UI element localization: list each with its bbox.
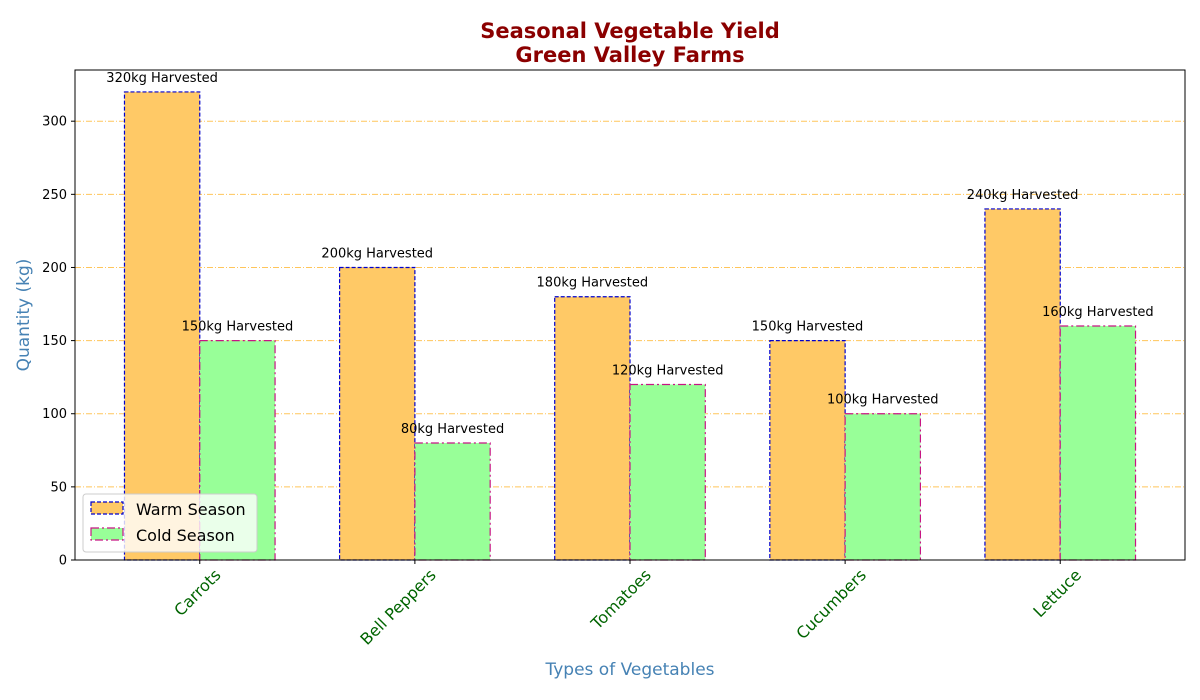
x-tick-label: Bell Peppers bbox=[356, 565, 439, 648]
x-axis: Carrots Bell Peppers Tomatoes Cucumbers Lett… bbox=[170, 560, 1085, 649]
x-tick-label: Lettuce bbox=[1029, 565, 1085, 621]
legend: Warm Season Cold Season bbox=[82, 493, 258, 553]
legend-box bbox=[82, 493, 258, 553]
legend-label: Cold Season bbox=[136, 526, 235, 545]
y-tick-label: 50 bbox=[50, 480, 67, 495]
bar-data-label: 200kg Harvested bbox=[321, 246, 433, 261]
bar-data-label: 150kg Harvested bbox=[182, 320, 294, 335]
y-tick-label: 300 bbox=[42, 115, 67, 130]
bar-data-label: 240kg Harvested bbox=[967, 188, 1079, 203]
x-axis-label: Types of Vegetables bbox=[544, 660, 714, 680]
bar-data-label: 320kg Harvested bbox=[106, 71, 218, 86]
bar-data-label: 180kg Harvested bbox=[537, 276, 649, 291]
bar-warm-carrots bbox=[123, 91, 201, 561]
x-tick-label: Carrots bbox=[170, 565, 224, 619]
bar-data-label: 120kg Harvested bbox=[612, 363, 724, 378]
y-axis-label: Quantity (kg) bbox=[14, 259, 34, 372]
legend-swatch bbox=[90, 527, 124, 541]
y-tick-label: 150 bbox=[42, 334, 67, 349]
y-tick-label: 250 bbox=[42, 188, 67, 203]
x-tick-label: Tomatoes bbox=[587, 565, 655, 633]
y-tick-label: 100 bbox=[42, 407, 67, 422]
bar-cold-lettuce bbox=[1059, 325, 1137, 561]
bars bbox=[123, 91, 1137, 561]
y-tick-label: 200 bbox=[42, 261, 67, 276]
bar-data-label: 100kg Harvested bbox=[827, 393, 939, 408]
legend-label: Warm Season bbox=[136, 500, 246, 519]
chart-title-line-1: Seasonal Vegetable Yield bbox=[480, 19, 780, 43]
x-tick-label: Cucumbers bbox=[792, 565, 870, 643]
y-tick-label: 0 bbox=[59, 554, 67, 569]
bar-data-label: 150kg Harvested bbox=[752, 320, 864, 335]
legend-swatch bbox=[90, 501, 124, 515]
bar-data-label: 80kg Harvested bbox=[401, 422, 504, 437]
bar-warm-cucumbers bbox=[769, 339, 846, 561]
data-labels: 320kg Harvested 150kg Harvested 200kg Harv… bbox=[106, 71, 1153, 437]
y-axis: 0 50 100 150 200 250 300 bbox=[42, 115, 75, 569]
bar-cold-cucumbers bbox=[844, 413, 922, 561]
chart-title-line-2: Green Valley Farms bbox=[515, 43, 744, 67]
bar-warm-bell-peppers bbox=[338, 266, 416, 561]
bar-warm-tomatoes bbox=[554, 296, 631, 561]
bar-warm-lettuce bbox=[984, 208, 1061, 561]
bar-data-label: 160kg Harvested bbox=[1042, 305, 1154, 320]
bar-cold-bell-peppers bbox=[414, 442, 491, 561]
bar-cold-tomatoes bbox=[629, 383, 706, 561]
